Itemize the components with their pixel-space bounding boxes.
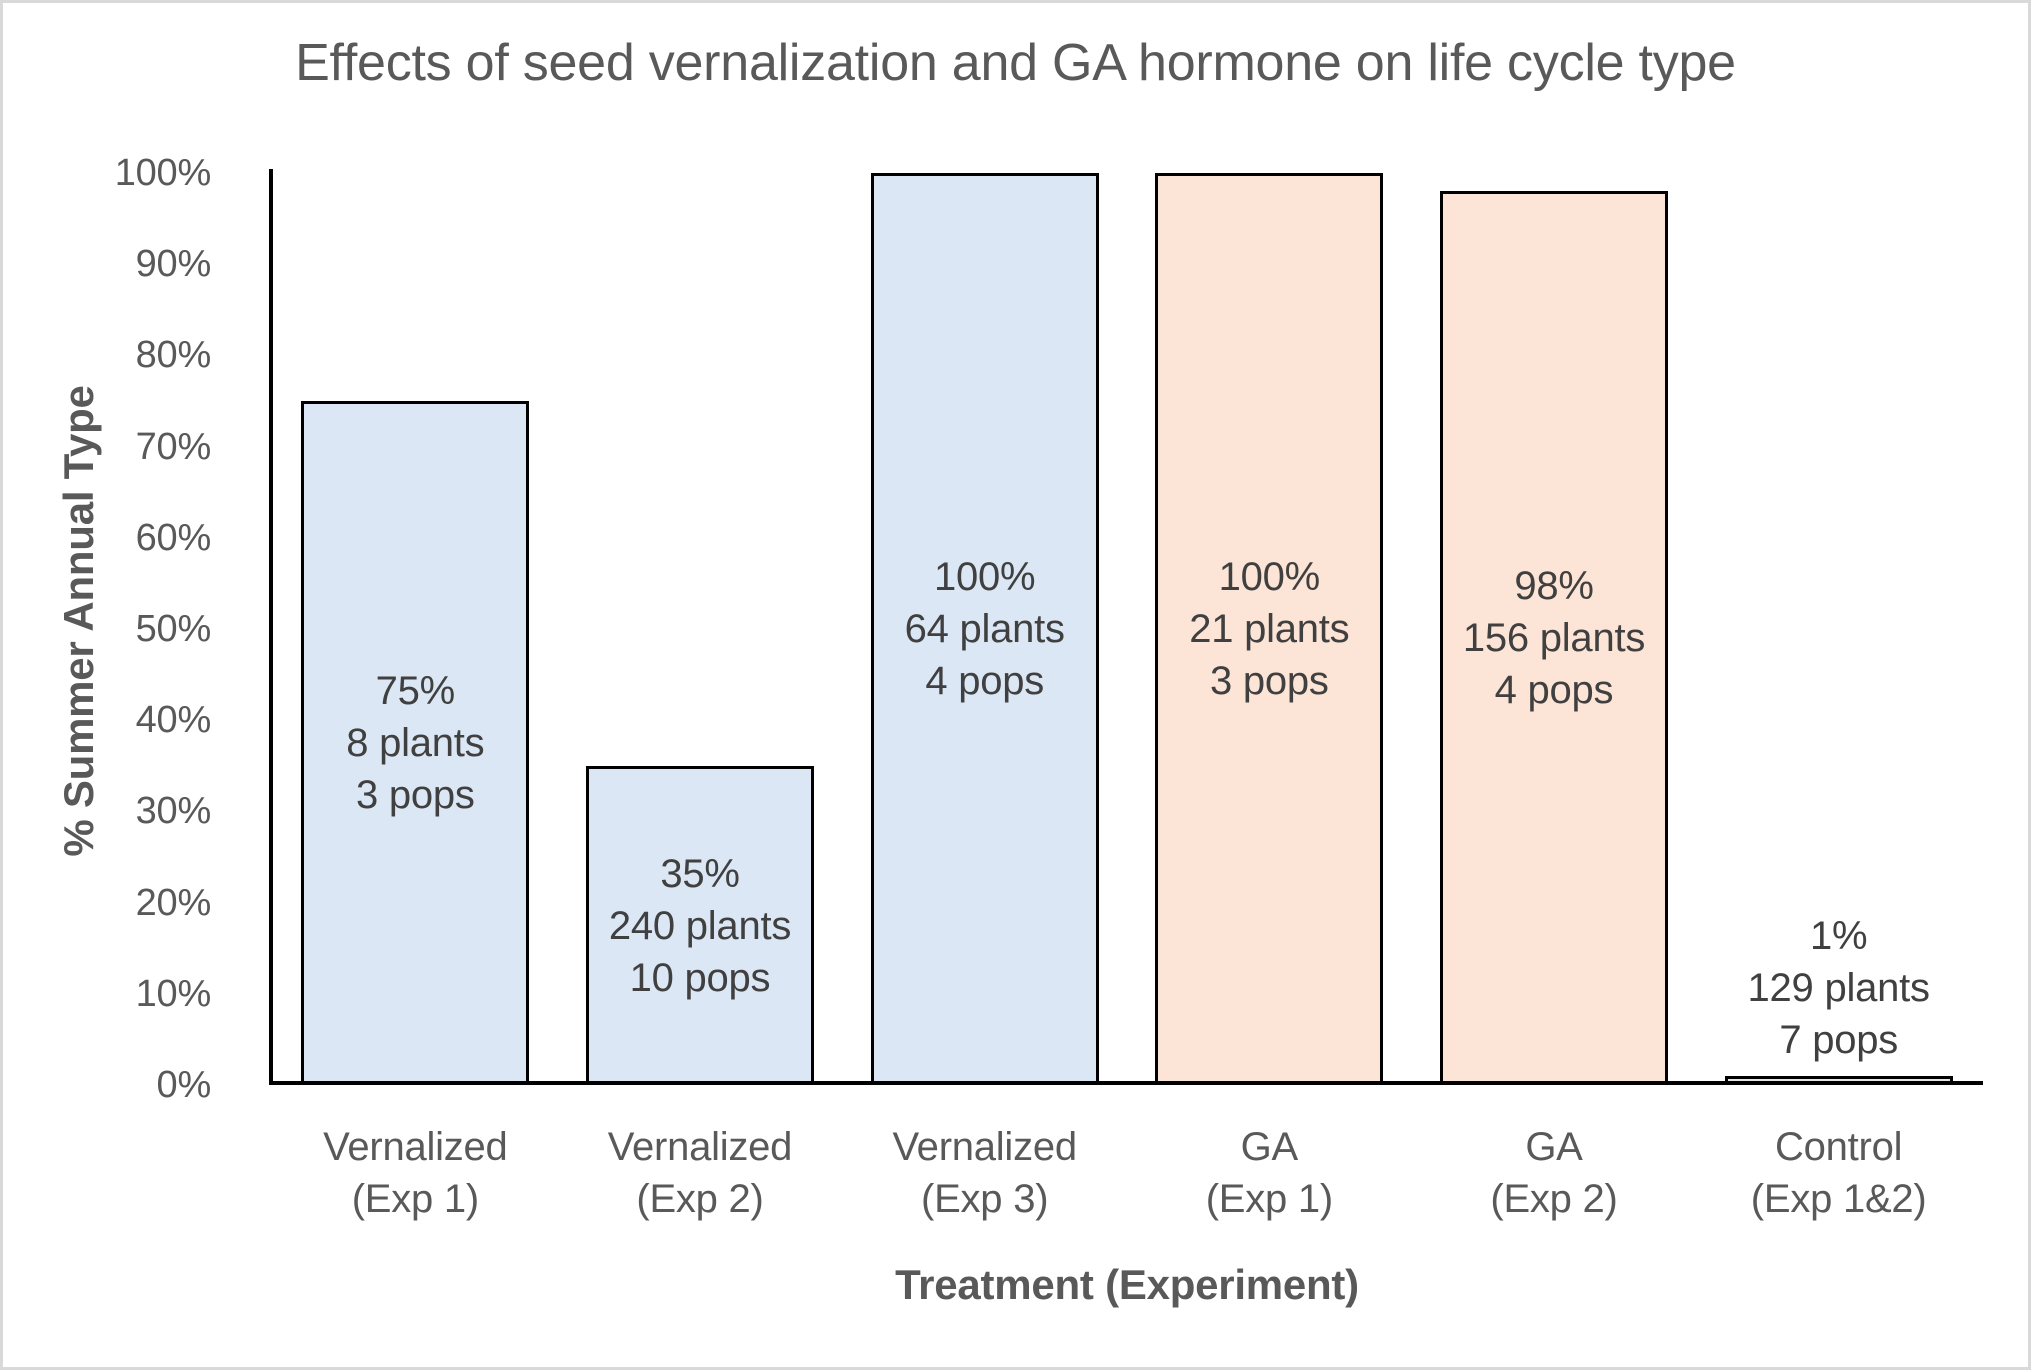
- y-axis-line: [269, 169, 273, 1085]
- bar-data-label-line: 156 plants: [1462, 616, 1646, 660]
- bar-data-label: 1% 129 plants 7 pops: [1689, 910, 1989, 1066]
- category-label-line: Vernalized: [323, 1125, 508, 1169]
- y-tick-label: 50%: [135, 608, 212, 650]
- bar-data-label-line: 98%: [1514, 564, 1594, 608]
- y-tick-label: 80%: [135, 334, 212, 377]
- category-label-line: (Exp 2): [636, 1177, 764, 1221]
- category-label-line: (Exp 1): [351, 1177, 479, 1221]
- y-tick-label: 10%: [135, 972, 212, 1015]
- category-label: Vernalized (Exp 2): [558, 1121, 843, 1225]
- category-label-line: Vernalized: [892, 1125, 1077, 1169]
- bar-ga-exp-1: [1155, 173, 1384, 1085]
- category-label-line: Vernalized: [607, 1125, 793, 1169]
- bar-data-label-line: 100%: [1218, 555, 1321, 599]
- y-tick-label: 20%: [135, 881, 212, 924]
- y-tick-label: 60%: [135, 516, 212, 559]
- bar-data-label-line: 3 pops: [1209, 659, 1329, 703]
- category-label-line: (Exp 1): [1205, 1177, 1333, 1221]
- bar-data-label-line: 10 pops: [629, 955, 771, 1000]
- bar-data-label-line: 75%: [375, 669, 456, 713]
- bar-data-label: 98% 156 plants 4 pops: [1404, 560, 1704, 716]
- bar-vernalized-exp-3: [870, 173, 1099, 1085]
- bar-data-label-line: 4 pops: [925, 659, 1044, 703]
- category-label: GA (Exp 1): [1127, 1121, 1412, 1225]
- bar-data-label-line: 64 plants: [904, 607, 1065, 651]
- bar-data-label-line: 7 pops: [1779, 1018, 1898, 1062]
- bar-data-label-line: 129 plants: [1747, 966, 1930, 1010]
- category-label-line: GA: [1525, 1125, 1583, 1169]
- y-tick-label: 70%: [135, 425, 212, 468]
- category-label: GA (Exp 2): [1412, 1121, 1697, 1225]
- category-label-line: (Exp 3): [921, 1177, 1049, 1221]
- y-tick-label: 0%: [156, 1064, 212, 1106]
- bar-data-label-line: 4 pops: [1494, 668, 1614, 712]
- category-label: Vernalized (Exp 1): [273, 1121, 558, 1225]
- bar-data-label: 35% 240 plants 10 pops: [550, 848, 850, 1004]
- bar-data-label-line: 3 pops: [355, 773, 475, 817]
- bar-data-label-line: 21 plants: [1189, 607, 1350, 651]
- category-label-line: GA: [1240, 1125, 1299, 1169]
- y-tick-label: 40%: [135, 699, 212, 742]
- category-label-line: (Exp 1&2): [1750, 1177, 1927, 1221]
- bar-vernalized-exp-2: [586, 766, 814, 1085]
- category-label: Control (Exp 1&2): [1696, 1121, 1981, 1225]
- bar-data-label: 100% 21 plants 3 pops: [1119, 551, 1419, 707]
- chart-title: Effects of seed vernalization and GA hor…: [295, 34, 1736, 92]
- bar-data-label: 100% 64 plants 4 pops: [835, 551, 1135, 707]
- bar-data-label-line: 100%: [933, 555, 1036, 599]
- category-label-line: (Exp 2): [1490, 1177, 1618, 1221]
- category-label-line: Control: [1775, 1125, 1903, 1169]
- bar-data-label-line: 35%: [660, 851, 740, 896]
- bar-data-label: 75% 8 plants 3 pops: [265, 665, 565, 821]
- bar-vernalized-exp-1: [301, 401, 530, 1085]
- x-axis-title: Treatment (Experiment): [895, 1261, 1359, 1308]
- bar-data-label-line: 8 plants: [346, 721, 485, 765]
- y-tick-label: 100%: [114, 152, 211, 194]
- bar-data-label-line: 1%: [1809, 914, 1868, 958]
- bar-ga-exp-2: [1440, 191, 1668, 1085]
- x-axis-line: [269, 1081, 1983, 1085]
- category-label: Vernalized (Exp 3): [842, 1121, 1127, 1225]
- bar-data-label-line: 240 plants: [608, 903, 792, 948]
- y-tick-label: 90%: [135, 243, 212, 286]
- y-tick-label: 30%: [135, 790, 212, 833]
